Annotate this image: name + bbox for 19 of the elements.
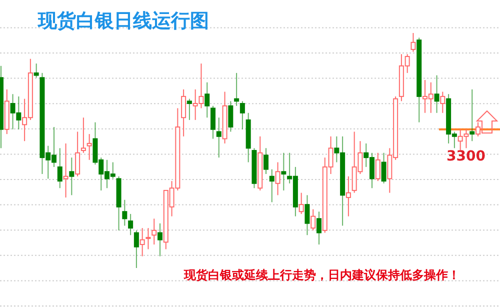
candlestick — [410, 32, 416, 52]
candlestick — [375, 152, 380, 182]
candlestick — [63, 142, 68, 198]
candlestick — [75, 131, 80, 177]
candlestick — [440, 91, 446, 114]
chart-title: 现货白银日线运行图 — [37, 10, 209, 32]
candlestick — [275, 162, 280, 196]
candlestick — [152, 218, 157, 245]
annotation: 3300 — [446, 148, 486, 164]
annotation: 现货白银或延续上行走势，日内建议保持低多操作！ — [183, 268, 460, 282]
candlestick — [86, 134, 92, 160]
candlestick — [140, 228, 145, 257]
candlestick — [476, 122, 480, 137]
candlestick — [146, 228, 151, 250]
candlestick — [346, 176, 351, 217]
candlestick — [310, 208, 316, 231]
candlestick — [181, 88, 186, 137]
candlestick — [298, 192, 304, 214]
candlestick — [80, 117, 86, 154]
